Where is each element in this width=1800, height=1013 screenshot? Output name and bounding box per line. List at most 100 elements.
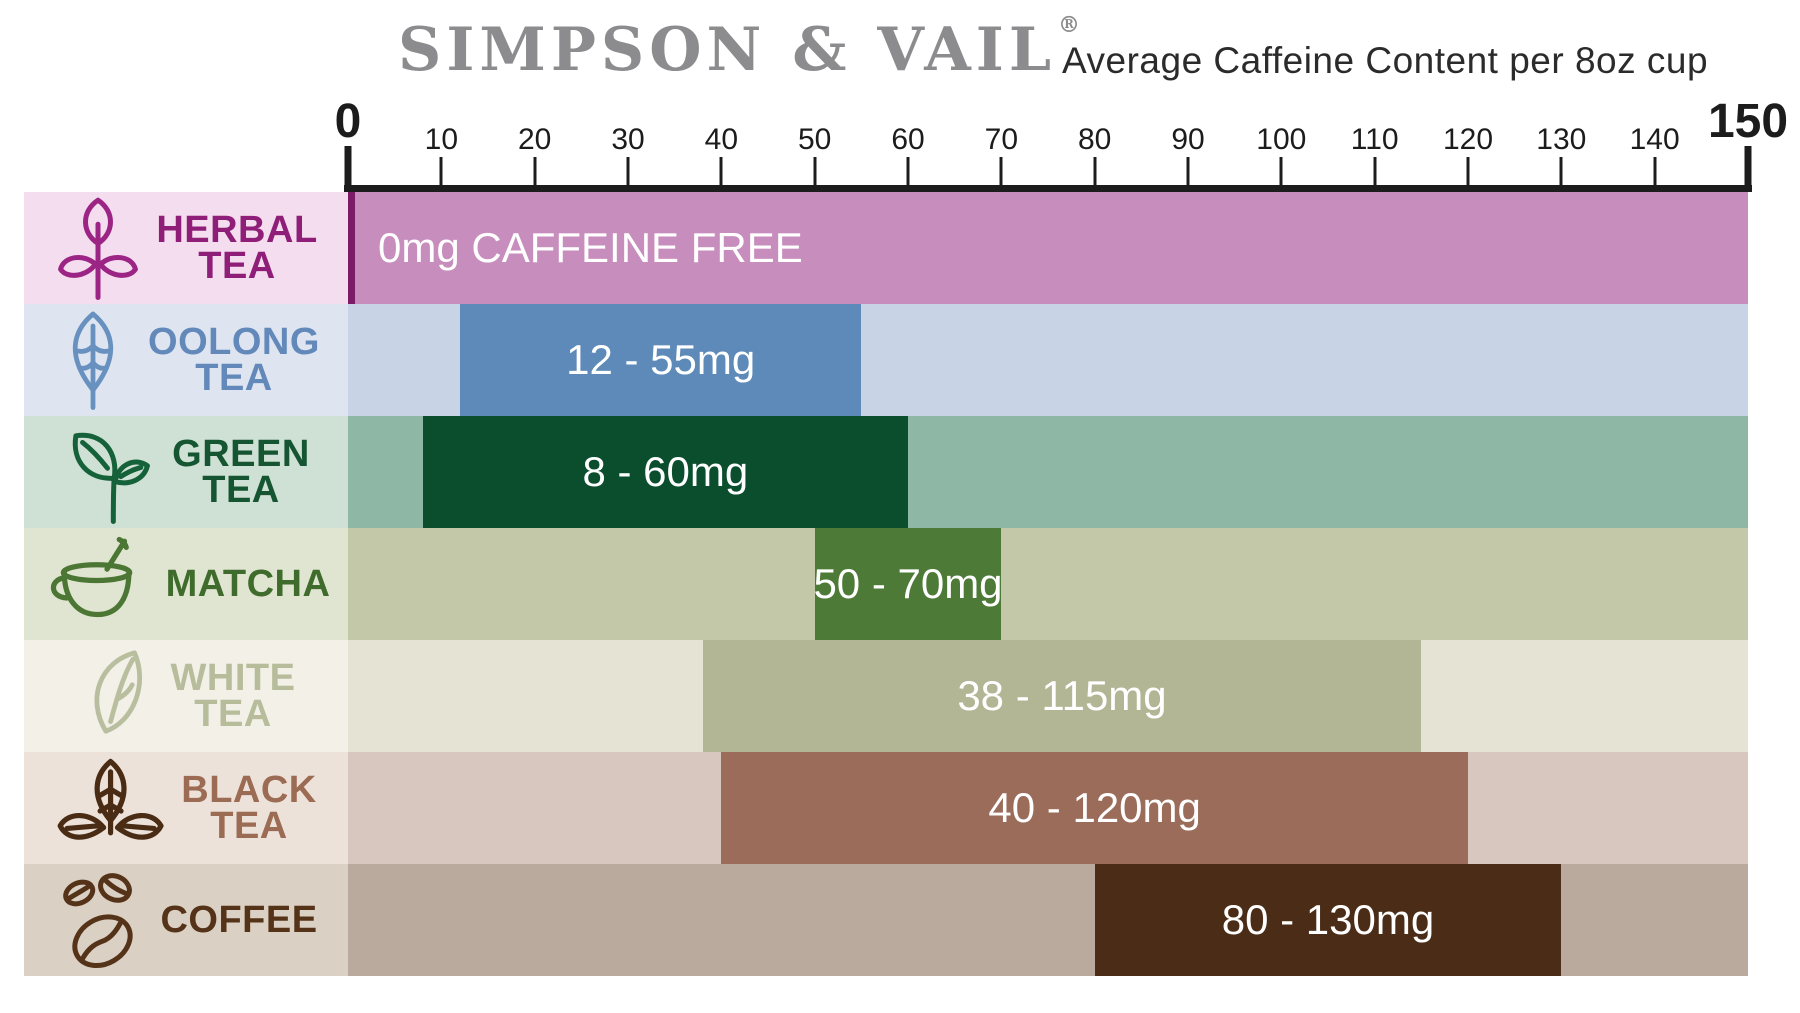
bar-value-label: 80 - 130mg	[1221, 896, 1435, 943]
axis-tick-mark-130	[1559, 157, 1563, 185]
axis-tick-label-30: 30	[611, 123, 645, 156]
row-category-label: BLACK TEA	[181, 768, 317, 847]
row-category-line: TEA	[198, 245, 276, 287]
axis-tick-mark-0	[344, 146, 352, 185]
axis-tick-mark-10	[439, 157, 443, 185]
row-category-line: TEA	[210, 805, 288, 847]
bar-track	[348, 528, 1748, 640]
axis-tick-label-50: 50	[797, 123, 832, 156]
axis-tick-mark-110	[1373, 157, 1377, 185]
range-bar-green-tea: 8 - 60mg	[422, 416, 908, 528]
row-category-label: OOLONG TEA	[148, 320, 320, 399]
axis-tick-mark-80	[1093, 157, 1097, 185]
oolong-tea-icon	[52, 310, 134, 410]
axis-tick-label-0: 0	[334, 95, 362, 148]
row-black-tea: BLACK TEA 40 - 120mg	[0, 752, 1800, 864]
axis-tick-label-140: 140	[1629, 123, 1680, 156]
row-category-line: COFFEE	[160, 898, 318, 941]
axis-tick-mark-20	[533, 157, 537, 185]
range-bar-white-tea: 38 - 115mg	[702, 640, 1422, 752]
row-plot-white-tea: 38 - 115mg	[348, 640, 1748, 752]
row-category-label: GREEN TEA	[172, 432, 310, 511]
axis-tick-label-120: 120	[1442, 123, 1494, 156]
row-label-coffee: COFFEE	[24, 864, 348, 976]
row-category-line: WHITE	[170, 656, 296, 699]
range-bar-matcha: 50 - 70mg	[813, 528, 1003, 640]
axis-tick-mark-140	[1653, 157, 1657, 185]
range-bar-oolong-tea: 12 - 55mg	[460, 304, 862, 416]
row-category-label: WHITE TEA	[170, 656, 296, 735]
range-bar-coffee: 80 - 130mg	[1094, 864, 1562, 976]
herbal-tea-icon	[54, 196, 142, 300]
row-white-tea: WHITE TEA 38 - 115mg	[0, 640, 1800, 752]
axis-tick-label-40: 40	[704, 123, 739, 156]
row-plot-black-tea: 40 - 120mg	[348, 752, 1748, 864]
coffee-icon	[54, 868, 146, 972]
row-herbal-tea: HERBAL TEA 0mg CAFFEINE FREE	[0, 192, 1800, 304]
brand-logo: SIMPSON & VAIL®	[398, 12, 1080, 85]
range-bar-black-tea: 40 - 120mg	[721, 752, 1468, 864]
axis-tick-mark-30	[626, 157, 630, 185]
axis-tick-label-100: 100	[1256, 123, 1307, 156]
chart-title: Average Caffeine Content per 8oz cup	[1062, 40, 1709, 81]
row-category-line: MATCHA	[165, 562, 331, 605]
bar-value-label: 40 - 120mg	[988, 784, 1201, 831]
axis-tick-label-150: 150	[1707, 95, 1789, 148]
row-label-oolong-tea: OOLONG TEA	[24, 304, 348, 416]
row-category-line: TEA	[195, 357, 273, 399]
axis-tick-mark-60	[906, 157, 910, 185]
axis-tick-label-90: 90	[1171, 123, 1205, 156]
row-green-tea: GREEN TEA 8 - 60mg	[0, 416, 1800, 528]
axis-tick-mark-90	[1186, 157, 1190, 185]
row-plot-coffee: 80 - 130mg	[348, 864, 1748, 976]
axis-tick-mark-40	[719, 157, 723, 185]
axis-tick-mark-150	[1744, 146, 1752, 185]
row-plot-herbal-tea: 0mg CAFFEINE FREE	[348, 192, 1748, 304]
row-category-line: GREEN	[172, 432, 310, 475]
axis-tick-label-60: 60	[891, 123, 925, 156]
axis-tick-mark-100	[1279, 157, 1283, 185]
row-category-line: OOLONG	[148, 320, 320, 363]
bar-value-label: 0mg CAFFEINE FREE	[378, 224, 803, 271]
axis-tick-label-130: 130	[1536, 123, 1587, 156]
axis-tick-mark-70	[999, 157, 1003, 185]
x-axis-line	[344, 185, 1752, 192]
matcha-icon	[42, 536, 152, 632]
row-oolong-tea: OOLONG TEA 12 - 55mg	[0, 304, 1800, 416]
zero-axis-edge	[348, 192, 355, 304]
row-matcha: MATCHA 50 - 70mg	[0, 528, 1800, 640]
row-category-label: HERBAL TEA	[156, 208, 318, 287]
bar-value-label: 50 - 70mg	[813, 560, 1003, 607]
row-label-herbal-tea: HERBAL TEA	[24, 192, 348, 304]
row-label-green-tea: GREEN TEA	[24, 416, 348, 528]
row-category-label: COFFEE	[160, 898, 318, 941]
axis-tick-label-70: 70	[984, 123, 1019, 156]
axis-tick-mark-120	[1466, 157, 1470, 185]
row-plot-oolong-tea: 12 - 55mg	[348, 304, 1748, 416]
white-tea-icon	[77, 646, 157, 746]
axis-tick-label-80: 80	[1077, 123, 1112, 156]
registered-trademark: ®	[1058, 12, 1081, 38]
row-category-line: TEA	[202, 469, 280, 511]
row-category-line: TEA	[194, 693, 272, 735]
range-bar-herbal-tea: 0mg CAFFEINE FREE	[348, 192, 1748, 304]
axis-tick-label-20: 20	[517, 123, 552, 156]
row-label-black-tea: BLACK TEA	[24, 752, 348, 864]
brand-text: SIMPSON & VAIL	[398, 15, 1057, 85]
row-plot-green-tea: 8 - 60mg	[348, 416, 1748, 528]
row-coffee: COFFEE 80 - 130mg	[0, 864, 1800, 976]
row-plot-matcha: 50 - 70mg	[348, 528, 1748, 640]
row-category-line: HERBAL	[156, 208, 318, 251]
bar-value-label: 12 - 55mg	[566, 336, 756, 383]
bar-value-label: 38 - 115mg	[957, 672, 1167, 719]
axis-tick-label-10: 10	[424, 123, 459, 156]
green-tea-icon	[62, 420, 158, 524]
black-tea-icon	[55, 758, 167, 858]
row-category-line: BLACK	[181, 768, 317, 811]
axis-tick-mark-50	[813, 157, 817, 185]
axis-tick-label-110: 110	[1350, 123, 1399, 156]
row-category-label: MATCHA	[165, 562, 331, 605]
bar-value-label: 8 - 60mg	[582, 448, 749, 495]
row-label-matcha: MATCHA	[24, 528, 348, 640]
